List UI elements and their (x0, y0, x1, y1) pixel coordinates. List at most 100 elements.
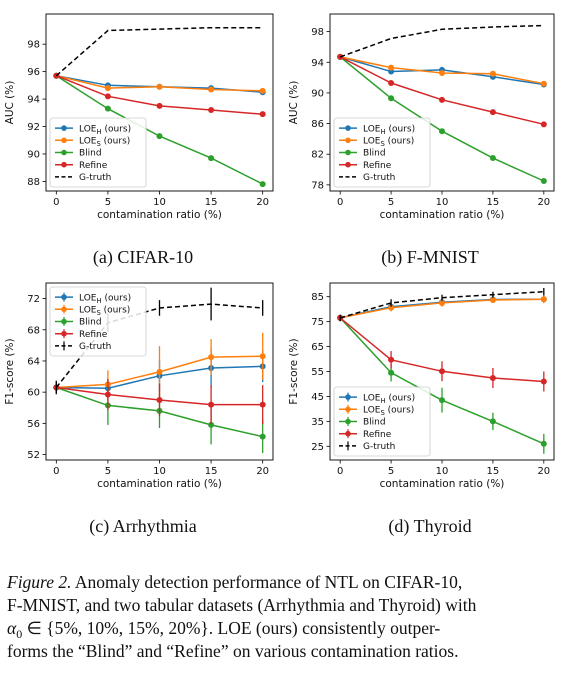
series-refine (337, 53, 547, 128)
legend: LOEH (ours)LOES (ours)Blind Refine G-truth (333, 117, 431, 188)
data-point (439, 128, 445, 135)
x-axis-label: contamination ratio (%) (380, 209, 505, 221)
legend-label: G-truth (79, 173, 111, 183)
data-point (540, 178, 547, 185)
data-point (208, 86, 215, 93)
data-point (208, 421, 215, 428)
chart-panel-3: 0 5 10 15 20 52 56 60 64 68 72 contamination ratio … (4, 282, 274, 490)
x-tick-label: 0 (53, 197, 59, 208)
y-tick-label: 45 (311, 392, 324, 403)
legend: LOEH (ours)LOES (ours)Blind Refine G-truth (49, 117, 147, 188)
legend-marker (61, 306, 67, 313)
legend-label: Refine (79, 161, 108, 171)
legend-marker (345, 406, 351, 413)
legend-marker (345, 125, 351, 131)
x-tick-label: 15 (205, 197, 218, 208)
y-tick-label: 92 (27, 122, 40, 133)
legend-marker (345, 149, 351, 156)
data-point (439, 368, 445, 375)
chart-panel-1: 0 5 10 15 20 88 90 92 94 96 98 contamination ratio … (4, 13, 274, 221)
legend-marker (345, 161, 351, 168)
x-axis-label: contamination ratio (%) (380, 478, 505, 490)
data-point (439, 96, 445, 103)
x-tick-label: 10 (153, 466, 166, 477)
y-axis-label: AUC (%) (4, 81, 16, 125)
legend-marker (345, 430, 351, 437)
data-point (489, 374, 496, 381)
legend-marker (61, 294, 67, 300)
y-tick-label: 88 (27, 177, 40, 188)
caption-line: Figure 2. Anomaly detection performance … (6, 572, 462, 592)
x-tick-label: 5 (105, 466, 111, 477)
figure-caption: Figure 2. Anomaly detection performance … (6, 572, 477, 661)
y-axis-label: F1-score (%) (4, 338, 16, 404)
chart-panel-4: 0 5 10 15 20 25 35 45 55 65 75 85 contamination rati… (288, 282, 555, 490)
y-tick-label: 78 (311, 180, 324, 191)
data-point (388, 64, 395, 71)
y-tick-label: 65 (311, 342, 324, 353)
legend-marker (345, 394, 351, 400)
legend-box (49, 286, 147, 357)
x-tick-label: 20 (256, 466, 269, 477)
x-tick-label: 20 (537, 466, 550, 477)
data-point (489, 418, 496, 425)
legend-box (333, 117, 431, 188)
data-point (540, 80, 547, 87)
caption-line: forms the “Blind” and “Refine” on variou… (7, 641, 458, 661)
data-point (208, 401, 215, 408)
y-tick-label: 98 (311, 27, 324, 38)
series-refine (53, 378, 266, 425)
data-point (208, 155, 215, 162)
legend: LOEH (ours)LOES (ours)Blind Refine G-truth (49, 286, 147, 357)
series-g-truth (55, 26, 263, 77)
x-tick-label: 0 (337, 466, 343, 477)
legend-label: LOES (ours) (79, 137, 130, 149)
series-line (339, 290, 544, 319)
legend-label: LOEH (ours) (79, 293, 131, 305)
chart-panel-2: 0 5 10 15 20 78 82 86 90 94 98 contamination ratio … (288, 13, 555, 221)
data-point (337, 53, 344, 60)
y-tick-label: 52 (27, 450, 40, 461)
legend-label: Refine (79, 330, 108, 340)
data-point (439, 397, 445, 404)
y-tick-label: 98 (27, 40, 40, 51)
x-tick-label: 0 (53, 466, 59, 477)
series-line (339, 24, 544, 58)
legend-label: LOES (ours) (363, 137, 414, 149)
y-tick-label: 72 (27, 294, 40, 305)
legend-marker (61, 125, 67, 131)
data-point (259, 433, 266, 440)
data-point (489, 109, 496, 116)
series-line (55, 303, 263, 388)
legend-label: Blind (363, 149, 386, 159)
y-tick-label: 96 (27, 67, 40, 78)
data-point (540, 121, 547, 128)
x-tick-label: 20 (256, 197, 269, 208)
y-tick-label: 60 (27, 388, 40, 399)
subcaption: (d) Thyroid (388, 516, 471, 537)
data-point (489, 70, 496, 77)
legend-label: LOES (ours) (79, 306, 130, 318)
data-point (156, 133, 163, 140)
y-tick-label: 94 (27, 95, 40, 106)
y-tick-label: 86 (311, 119, 324, 130)
legend-label: LOEH (ours) (363, 393, 415, 405)
data-point (104, 93, 111, 100)
data-point (388, 95, 395, 102)
series-loe-s (53, 72, 266, 94)
data-point (259, 353, 266, 360)
legend-marker (61, 161, 67, 168)
data-point (540, 378, 547, 385)
legend-box (333, 386, 431, 457)
data-point (259, 181, 266, 188)
legend-marker (61, 318, 67, 325)
x-axis-label: contamination ratio (%) (97, 478, 222, 490)
x-axis-label: contamination ratio (%) (97, 209, 222, 221)
data-point (439, 70, 445, 76)
data-point (156, 102, 163, 109)
legend-label: LOEH (ours) (363, 124, 415, 136)
series-g-truth (339, 24, 544, 58)
legend-label: Blind (363, 418, 386, 428)
legend-marker (61, 330, 67, 337)
data-point (259, 401, 266, 408)
